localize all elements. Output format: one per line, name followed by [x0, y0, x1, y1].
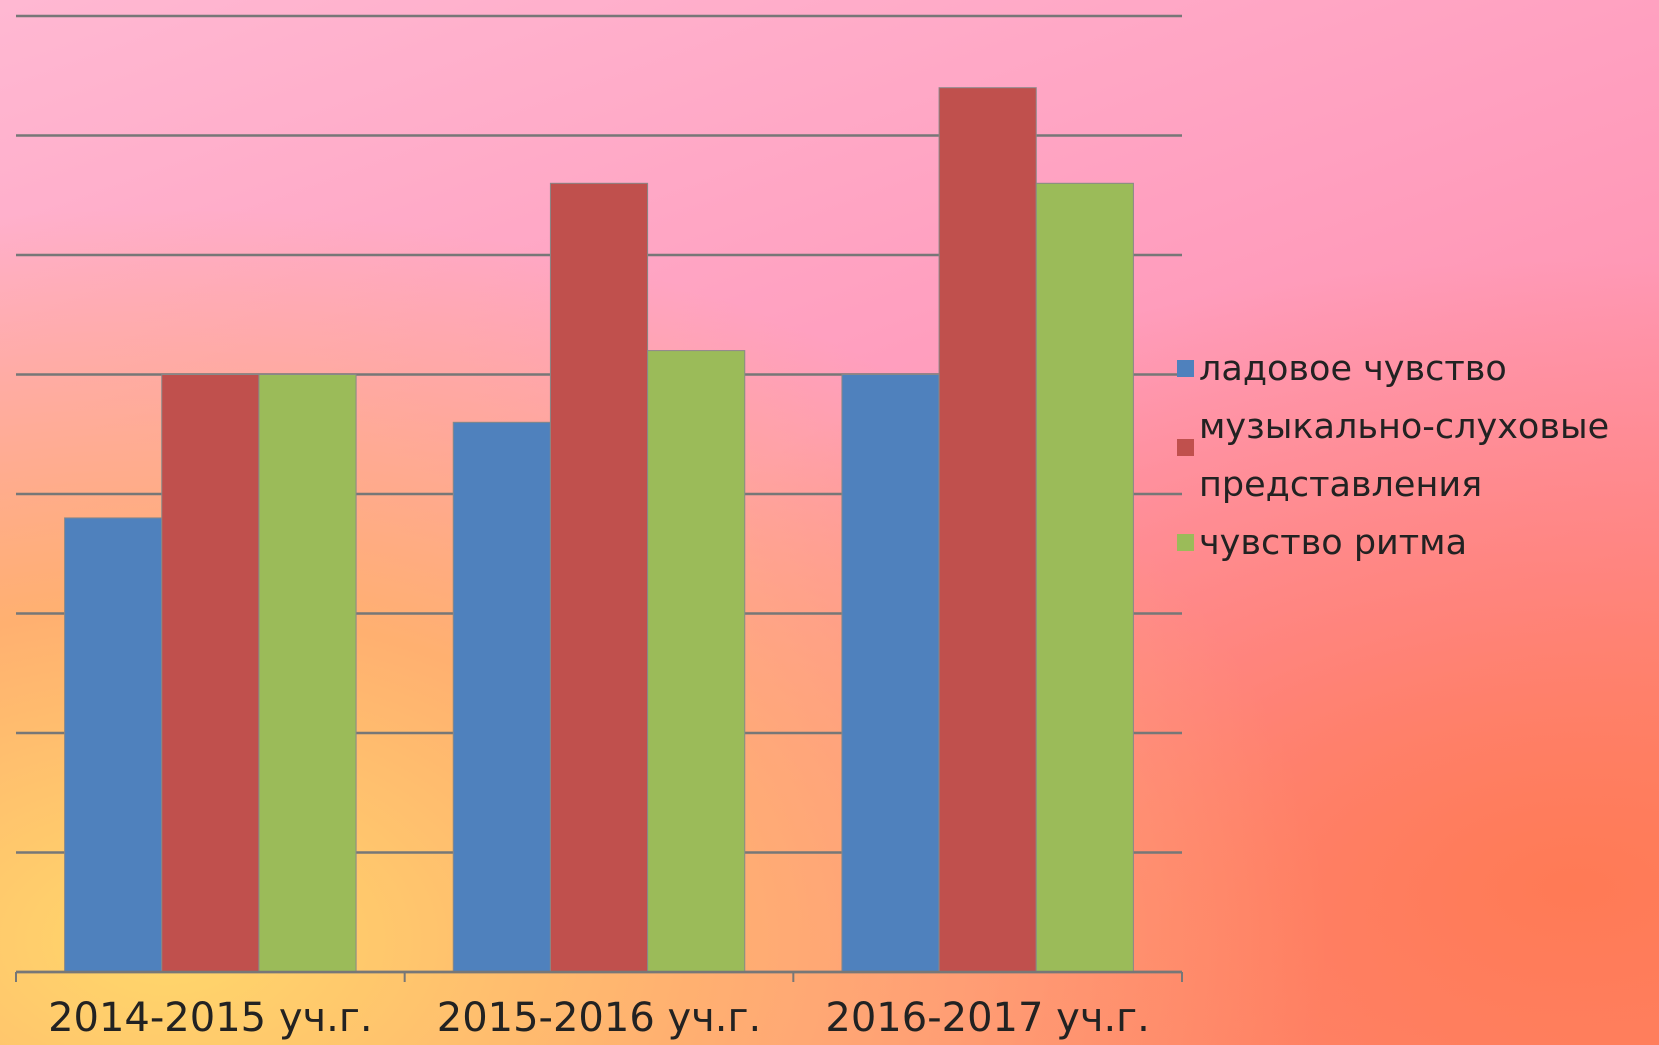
- bar: [259, 375, 356, 973]
- legend-swatch: [1177, 360, 1194, 377]
- legend-swatch: [1177, 534, 1194, 551]
- legend-item: музыкально-слуховые представления: [1175, 398, 1655, 514]
- bar: [65, 518, 162, 972]
- bar: [453, 422, 550, 972]
- legend-item: чувство ритма: [1175, 514, 1655, 572]
- x-tick-label: 2015-2016 уч.г.: [437, 995, 762, 1041]
- legend-item: ладовое чувство: [1175, 340, 1655, 398]
- x-tick-label: 2014-2015 уч.г.: [48, 995, 373, 1041]
- legend: ладовое чувство музыкально-слуховые предс…: [1175, 340, 1655, 572]
- bar: [939, 88, 1036, 972]
- legend-label: ладовое чувство: [1199, 349, 1507, 389]
- legend-label: музыкально-слуховые представления: [1199, 407, 1609, 505]
- bar: [648, 351, 745, 972]
- page: 2014-2015 уч.г. 2015-2016 уч.г. 2016-2017 …: [0, 0, 1659, 1045]
- bar: [162, 375, 259, 973]
- legend-swatch: [1177, 439, 1194, 456]
- bar: [842, 375, 939, 973]
- legend-label: чувство ритма: [1199, 523, 1467, 563]
- bar: [550, 183, 647, 972]
- bar: [1036, 183, 1133, 972]
- x-tick-label: 2016-2017 уч.г.: [825, 995, 1150, 1041]
